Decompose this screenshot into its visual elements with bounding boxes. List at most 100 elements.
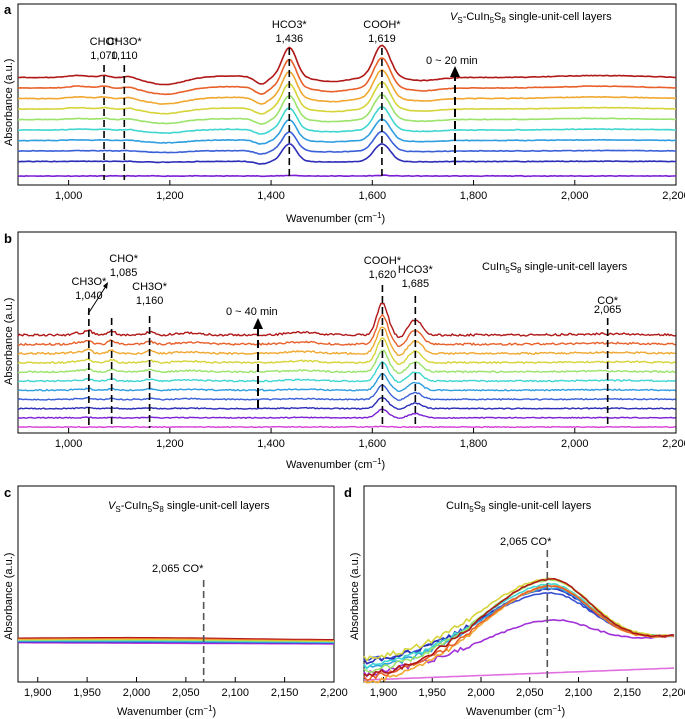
panel-c-series-line	[18, 640, 334, 643]
panel-b-cho-pointer-head	[103, 282, 108, 289]
panel-a-peak-label: HCO3*	[272, 19, 308, 31]
panel-a-series-line	[17, 57, 677, 96]
panel-d-xtick-label: 2,200	[662, 687, 685, 699]
panel-b-xtick-label: 1,600	[359, 438, 387, 450]
panel-b-peak-value: 2,065	[594, 304, 622, 316]
panel-d-xtick-label: 1,950	[418, 687, 446, 699]
panel-b-xtick-label: 1,800	[460, 438, 488, 450]
panel-d-series-line	[363, 577, 675, 677]
panel-c-xtick-label: 1,900	[24, 687, 52, 699]
panel-d: d 1,900 1,950 2,000 2,050 2,100 2,150 2,200 Cu…	[344, 485, 685, 718]
panel-d-xtick-label: 2,150	[613, 687, 641, 699]
panel-a-series-line	[17, 106, 677, 135]
panel-b-peak-value: 1,620	[369, 269, 397, 281]
panel-d-xtick-label: 1,900	[370, 687, 398, 699]
panel-d-xtick-label: 2,050	[516, 687, 544, 699]
panel-b-series-line	[17, 396, 676, 410]
panel-a-series-line	[17, 130, 677, 155]
panel-c-title: VS-CuIn5S8 single-unit-cell layers	[108, 500, 270, 514]
panel-a-series-line	[17, 174, 677, 178]
panel-c-xtick-label: 2,050	[172, 687, 200, 699]
panel-a-xtick-label: 2,200	[662, 190, 685, 202]
panel-b-series-line	[17, 360, 676, 384]
panel-d-ylabel: Absorbance (a.u.)	[349, 553, 361, 640]
panel-a-peak-value: 1,436	[276, 33, 304, 45]
panel-b-xtick-label: 1,200	[156, 438, 184, 450]
panel-c-series-line	[18, 641, 335, 644]
panel-a-peak-label: CHO*	[90, 36, 119, 48]
panel-b-series-line	[17, 313, 676, 348]
panel-c-series-line	[18, 638, 335, 642]
panel-b-xtick-label: 1,000	[55, 438, 83, 450]
panel-d-letter: d	[344, 485, 352, 500]
panel-b-series-line	[17, 384, 676, 401]
panel-a-peak-value: 1,619	[368, 33, 396, 45]
panel-c-xtick-label: 2,200	[320, 687, 348, 699]
panel-c-frame	[17, 485, 335, 683]
panel-b-series-line	[17, 326, 676, 357]
panel-a-peak-label: COOH*	[363, 19, 401, 31]
panel-b-peak-value: 1,040	[75, 290, 103, 302]
panel-d-xlabel: Wavenumber (cm−1)	[466, 704, 565, 718]
panel-b-peak-value: 1,085	[110, 267, 138, 279]
panel-a-letter: a	[4, 2, 12, 17]
panel-d-title: CuIn5S8 single-unit-cell layers	[446, 500, 592, 514]
panel-c-xtick-label: 2,000	[123, 687, 151, 699]
panel-b-xtick-label: 2,200	[662, 438, 685, 450]
panel-b-peak-label: CO*	[597, 295, 619, 307]
panel-b-series-line	[17, 337, 676, 366]
panel-d-series-line	[363, 584, 675, 682]
panel-a-series-line	[17, 44, 676, 86]
panel-c-xtick-label: 2,150	[271, 687, 299, 699]
panel-b-peak-label: CH3O*	[71, 276, 107, 288]
panel-b-peak-value: 1,685	[402, 278, 430, 290]
panel-a-xtick-label: 1,000	[55, 190, 83, 202]
panel-c-series-line	[18, 640, 334, 644]
panel-a: a 1,000 1,200 1,400 1,600 1,800 2,000 2,200 CH…	[3, 2, 685, 225]
panel-b-series-line	[17, 408, 676, 420]
panel-b-series-line	[17, 425, 676, 429]
panel-d-xtick-label: 2,100	[565, 687, 593, 699]
panel-a-peak-value: 1,070	[90, 50, 118, 62]
panel-a-xlabel: Wavenumber (cm−1)	[286, 211, 385, 225]
panel-a-time-arrowhead	[450, 66, 460, 77]
panel-b-title: CuIn5S8 single-unit-cell layers	[482, 261, 628, 275]
panel-b-xlabel: Wavenumber (cm−1)	[286, 457, 385, 471]
panel-c-xtick-label: 1,950	[73, 687, 101, 699]
panel-c-marker-label: 2,065 CO*	[152, 563, 204, 575]
panel-c: c 1,900 1,950 2,000 2,050 2,100 2,150 2,200 VS…	[3, 485, 348, 718]
panel-b-peak-label: CH3O*	[132, 281, 168, 293]
panel-a-series-line	[17, 142, 676, 165]
panel-b-cho-pointer	[87, 285, 107, 315]
panel-b-peak-label: COOH*	[364, 255, 402, 267]
panel-c-ylabel: Absorbance (a.u.)	[3, 553, 15, 640]
panel-a-title: VS-CuIn5S8 single-unit-cell layers	[450, 11, 612, 25]
panel-a-series-line	[17, 118, 677, 145]
panel-b-series-line	[17, 373, 676, 393]
panel-b-time-arrowhead	[253, 318, 263, 329]
panel-b-xtick-label: 2,000	[561, 438, 589, 450]
panel-d-xtick-label: 2,000	[467, 687, 495, 699]
panel-a-xtick-label: 1,600	[359, 190, 387, 202]
panel-b-series-line	[17, 349, 676, 375]
panel-c-series-line	[17, 641, 335, 645]
panel-d-series-line	[363, 618, 675, 678]
panel-b: b 1,000 1,200 1,400 1,600 1,800 2,000 2,200 CH…	[3, 231, 685, 471]
panel-c-series-line	[18, 638, 335, 642]
panel-b-series-line	[17, 302, 676, 339]
panel-d-series-line	[363, 667, 675, 681]
panel-a-ylabel: Absorbance (a.u.)	[3, 59, 15, 146]
panel-a-xtick-label: 2,000	[561, 190, 589, 202]
panel-b-frame	[17, 231, 677, 434]
panel-c-series-line	[17, 636, 334, 640]
panel-b-time-label: 0 ~ 40 min	[226, 306, 278, 318]
panel-b-peak-label: CHO*	[109, 253, 138, 265]
panel-b-ylabel: Absorbance (a.u.)	[3, 298, 15, 385]
panel-a-series-line	[17, 81, 677, 115]
panel-d-marker-label: 2,065 CO*	[500, 536, 552, 548]
panel-b-peak-label: HCO3*	[398, 264, 434, 276]
panel-a-xtick-label: 1,200	[156, 190, 184, 202]
panel-c-series-line	[18, 639, 334, 643]
panel-a-peak-label: CH3O*	[107, 36, 143, 48]
